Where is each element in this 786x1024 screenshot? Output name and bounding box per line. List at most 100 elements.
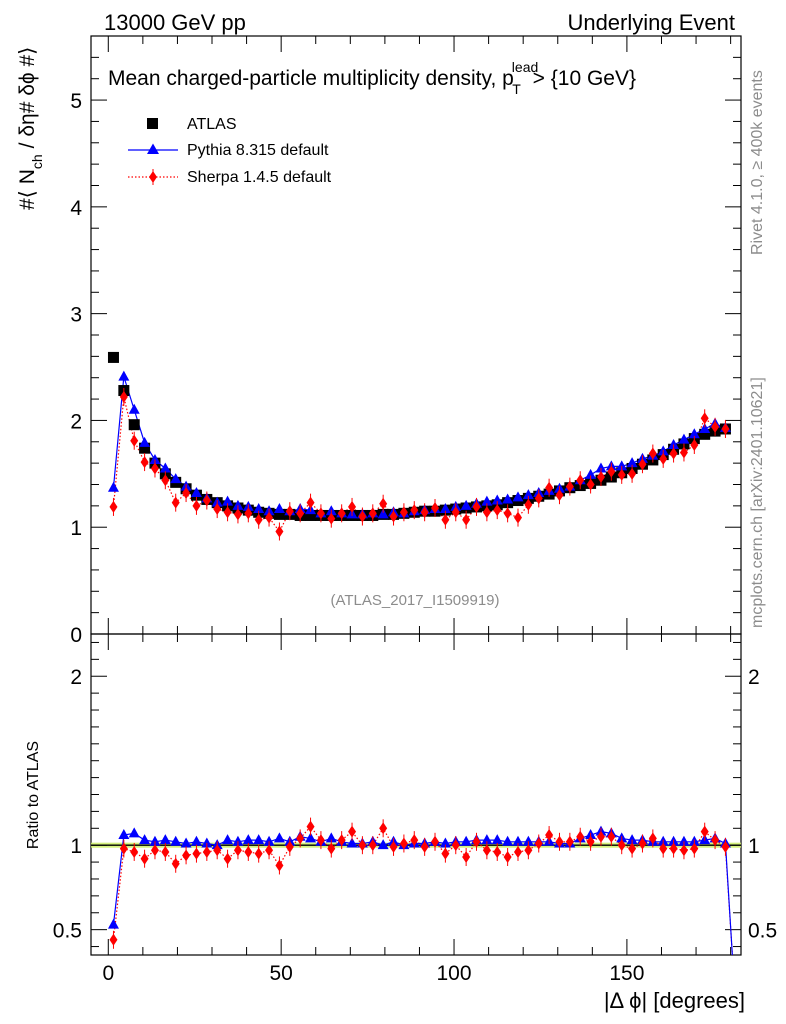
sherpa-point [586,478,595,491]
ratio-sherpa-point [119,842,128,855]
plot-title-main: Mean charged-particle multiplicity densi… [108,67,514,90]
sherpa-point [161,474,170,487]
sherpa-point [441,513,450,526]
sherpa-point [431,501,440,514]
ratio-sherpa-point [389,840,398,853]
ratio-pythia-point [439,837,451,848]
xtick-label: 50 [269,962,292,985]
sherpa-point [327,512,336,525]
ratio-pythia-point [491,834,503,845]
ratio-pythia-point [678,835,690,846]
ratio-sherpa-point [607,830,616,843]
xtick-label: 100 [437,962,472,985]
ratio-pythia-point [522,835,534,846]
header-right-label: Underlying Event [567,10,735,35]
sherpa-point [628,467,637,480]
pythia-point [699,422,711,433]
ratio-sherpa-point [534,837,543,850]
sherpa-point [285,505,294,518]
ratio-sherpa-point [358,839,367,852]
ratio-pythia-point [346,837,358,848]
ratio-sherpa-point [182,849,191,862]
pythia-point [626,457,638,468]
ratio-sherpa-point [482,844,491,857]
pythia-point [253,503,265,514]
ratio-sherpa-point [202,845,211,858]
legend-marker-sherpa [149,171,157,183]
ratio-sherpa-point [659,842,668,855]
ratio-sherpa-point [254,847,263,860]
pythia-point [502,493,514,504]
ratio-pythia-point [190,835,202,846]
ratio-sherpa-point [140,852,149,865]
ratio-pythia-point [377,839,389,850]
ratio-pythia-point [118,829,130,840]
pythia-line [112,376,726,516]
sherpa-point [368,507,377,520]
ratio-sherpa-point [545,829,554,842]
ratio-sherpa-point [513,845,522,858]
pythia-point [668,438,680,449]
x-axis-label: |Δ ϕ| [degrees] [604,988,745,1013]
sherpa-point [420,506,429,519]
pythia-point [107,481,119,492]
pythia-point [481,495,493,506]
ratio-ylabel: Ratio to ATLAS [25,741,42,849]
sherpa-point [316,507,325,520]
ratio-sherpa-point [316,834,325,847]
ratio-ytick-label: 0.5 [53,920,82,943]
ratio-sherpa-point [130,845,139,858]
legend-label-atlas: ATLAS [187,116,237,133]
ratio-pythia-point [263,835,275,846]
sherpa-point [410,504,419,517]
mcplots-note: mcplots.cern.ch [arXiv:2401.10621] [749,377,766,628]
pythia-point [460,499,472,510]
ratio-pythia-point [626,834,638,845]
ratio-pythia-point [481,834,493,845]
analysis-annotation: (ATLAS_2017_I1509919) [330,592,499,609]
sherpa-point [493,504,502,517]
ratio-sherpa-point [462,851,471,864]
sherpa-point [472,500,481,513]
ratio-ticks: 0.5 0.5 1 1 2 2 0 50 100 150 [53,634,777,985]
ratio-sherpa-point [368,839,377,852]
atlas-point [305,509,317,521]
sherpa-point [306,496,315,509]
sherpa-point [690,438,699,451]
pythia-point [190,487,202,498]
pythia-point [170,473,182,484]
main-ytick-label: 4 [70,197,82,220]
ratio-sherpa-point [648,832,657,845]
legend-marker-atlas [147,118,158,129]
sherpa-point [565,480,574,493]
sherpa-point [462,513,471,526]
legend: ATLAS Pythia 8.315 default Sherpa 1.4.5 … [128,116,332,186]
main-ytick-label: 2 [70,410,82,433]
legend-item-pythia: Pythia 8.315 default [128,142,329,159]
sherpa-point [648,447,657,460]
ratio-sherpa-point [596,830,605,843]
plot-title: Mean charged-particle multiplicity densi… [108,59,636,97]
ratio-sherpa-point [379,822,388,835]
sherpa-point [482,506,491,519]
ratio-sherpa-point [690,842,699,855]
ratio-sherpa-point [337,834,346,847]
ratio-sherpa-point [150,844,159,857]
pythia-point [139,436,151,447]
ratio-sherpa-point [472,835,481,848]
sherpa-point [503,507,512,520]
sherpa-point [545,481,554,494]
pythia-point [512,491,524,502]
sherpa-point [254,513,263,526]
atlas-point [139,442,151,454]
sherpa-point [659,452,668,465]
pythia-point [595,462,607,473]
ratio-pythia-point [222,834,234,845]
ratio-sherpa-point [628,842,637,855]
ratio-pythia-point [159,834,171,845]
ratio-pythia-point [502,835,514,846]
ratio-sherpa-point [565,835,574,848]
ratio-sherpa-point [244,845,253,858]
sherpa-point [576,474,585,487]
sherpa-point [348,500,357,513]
